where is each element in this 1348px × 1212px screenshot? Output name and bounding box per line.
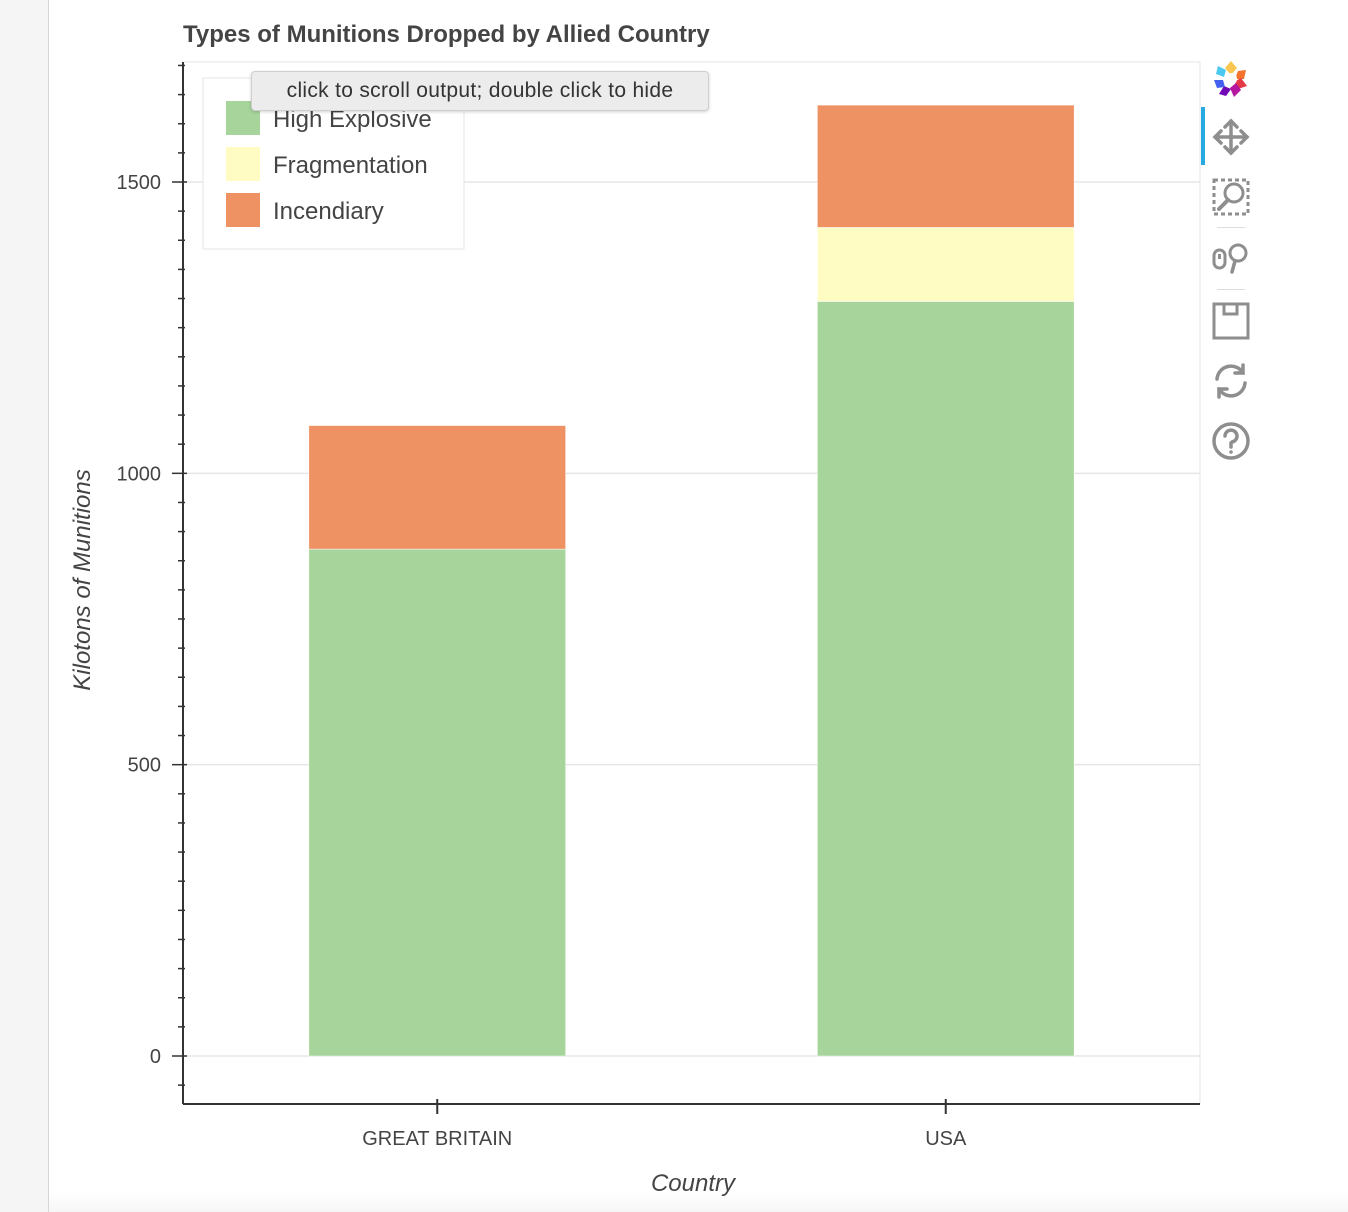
axes: 0 500 1000 1500 GREAT BRITAIN USA	[117, 62, 1200, 1150]
wheel-zoom-icon[interactable]	[1207, 235, 1255, 283]
legend-swatch	[226, 193, 260, 227]
save-icon[interactable]	[1207, 297, 1255, 345]
active-tool-indicator	[1201, 107, 1205, 165]
y-tick-label: 500	[128, 755, 161, 777]
bar-segment	[817, 301, 1075, 1057]
bars	[308, 104, 1075, 1057]
bar-segment	[817, 104, 1075, 228]
y-tick-label: 1000	[117, 463, 162, 485]
pan-icon[interactable]	[1207, 113, 1255, 161]
box-zoom-icon[interactable]	[1207, 173, 1255, 221]
output-gutter[interactable]	[0, 0, 49, 1212]
bar-segment	[308, 548, 566, 1057]
toolbar-divider	[1217, 289, 1245, 290]
chart-toolbar	[1201, 55, 1261, 475]
legend-item-label[interactable]: Fragmentation	[273, 152, 428, 179]
x-axis-label: Country	[651, 1170, 737, 1197]
x-tick-label: USA	[925, 1128, 967, 1150]
toolbar-divider	[1217, 227, 1245, 228]
x-tick-label: GREAT BRITAIN	[362, 1128, 512, 1150]
scroll-output-tooltip: click to scroll output; double click to …	[251, 71, 709, 111]
y-tick-label: 0	[150, 1046, 161, 1068]
y-axis-label: Kilotons of Munitions	[69, 469, 96, 690]
legend-swatch	[226, 147, 260, 181]
y-tick-label: 1500	[117, 172, 162, 194]
output-bottom-edge	[49, 1192, 1348, 1212]
bokeh-logo-icon[interactable]	[1207, 55, 1255, 103]
help-icon[interactable]	[1207, 417, 1255, 465]
chart-title: Types of Munitions Dropped by Allied Cou…	[183, 21, 710, 48]
bar-segment	[308, 425, 566, 550]
bar-segment	[817, 227, 1075, 302]
reset-icon[interactable]	[1207, 357, 1255, 405]
legend-item-label[interactable]: Incendiary	[273, 198, 384, 225]
